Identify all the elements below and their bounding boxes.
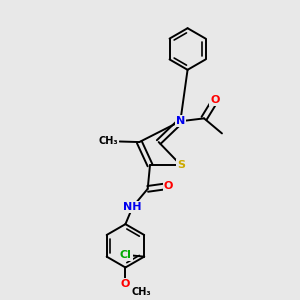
Text: CH₃: CH₃ — [132, 287, 152, 297]
Text: O: O — [121, 279, 130, 289]
Text: S: S — [177, 160, 185, 170]
Text: CH₃: CH₃ — [99, 136, 118, 146]
Text: Cl: Cl — [120, 250, 132, 260]
Text: O: O — [210, 95, 220, 106]
Text: N: N — [176, 116, 185, 126]
Text: O: O — [164, 181, 173, 191]
Text: NH: NH — [123, 202, 142, 212]
